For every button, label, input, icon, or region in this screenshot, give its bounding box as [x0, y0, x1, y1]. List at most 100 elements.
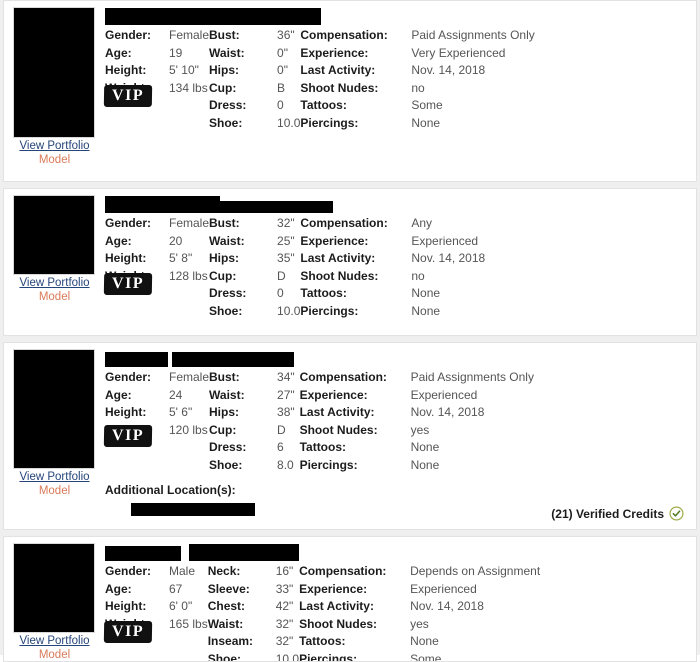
- card-body: View Portfolio Model Gender: Male Age: 6…: [4, 543, 696, 662]
- profile-photo-redacted[interactable]: [13, 195, 95, 275]
- vip-badge: VIP: [104, 86, 152, 106]
- waist-value: 32": [275, 616, 294, 631]
- profile-photo-redacted[interactable]: [13, 543, 95, 633]
- waist-value: 27": [277, 387, 295, 402]
- compensation-value: Depends on Assignment: [410, 564, 541, 578]
- compensation-value: Paid Assignments Only: [411, 28, 535, 42]
- name-redaction-bar: [105, 8, 321, 25]
- gender-value: Female: [169, 216, 210, 230]
- name-redaction-bar: [105, 352, 168, 367]
- experience-value: Experienced: [410, 581, 477, 596]
- specs-row: Gender: Male Age: 67 Height: 6' 0" Weigh…: [105, 563, 696, 662]
- gender-value: Female: [169, 28, 210, 42]
- waist-label: Waist:: [207, 616, 244, 631]
- shoe-value: 8.0: [277, 457, 294, 472]
- model-result-card[interactable]: View Portfolio Model Gender: Female Age:…: [3, 188, 697, 336]
- cup-value: B: [277, 80, 286, 95]
- height-label: Height:: [105, 63, 147, 78]
- compensation-label: Compensation:: [300, 28, 388, 42]
- dress-label: Dress:: [209, 440, 247, 455]
- piercings-value: Some: [410, 651, 442, 662]
- chest-value: 42": [275, 599, 294, 614]
- detail-column: Gender: Female Age: 24 Height: 5' 6" Wei…: [96, 349, 696, 516]
- last-activity-value: Nov. 14, 2018: [411, 63, 486, 78]
- additional-locations-label: Additional Location(s):: [105, 482, 236, 497]
- hips-label: Hips:: [209, 63, 240, 78]
- view-portfolio-link[interactable]: View Portfolio: [19, 471, 90, 483]
- piercings-label: Piercings:: [300, 303, 359, 318]
- vip-badge-wrap: VIP: [104, 426, 152, 448]
- experience-label: Experience:: [300, 233, 369, 248]
- profile-photo-redacted[interactable]: [13, 349, 95, 469]
- gender-label: Gender:: [105, 370, 152, 384]
- bust-value: 32": [277, 216, 295, 230]
- gender-label: Gender:: [105, 28, 152, 42]
- model-result-card[interactable]: View Portfolio Model Gender: Female Age:…: [3, 0, 697, 182]
- hips-value: 38": [277, 405, 295, 420]
- view-portfolio-link[interactable]: View Portfolio: [19, 140, 90, 152]
- neck-label: Neck:: [207, 564, 241, 578]
- dress-label: Dress:: [209, 98, 247, 113]
- view-portfolio-link[interactable]: View Portfolio: [19, 635, 90, 647]
- bust-label: Bust:: [209, 370, 240, 384]
- height-label: Height:: [105, 599, 147, 614]
- model-result-card[interactable]: View Portfolio Model Gender: Male Age: 6…: [3, 536, 697, 662]
- waist-label: Waist:: [209, 233, 245, 248]
- meta-specs: Compensation: Any Experience: Experience…: [300, 215, 696, 321]
- specs-row: Gender: Female Age: 20 Height: 5' 8" Wei…: [105, 215, 696, 321]
- bust-value: 34": [277, 370, 295, 384]
- shoot-nudes-label: Shoot Nudes:: [300, 80, 379, 95]
- gender-value: Female: [169, 370, 210, 384]
- view-portfolio-link[interactable]: View Portfolio: [19, 277, 90, 289]
- tattoos-label: Tattoos:: [300, 286, 347, 301]
- cup-value: D: [277, 422, 286, 437]
- thumbnail-column: View Portfolio Model: [4, 7, 96, 167]
- additional-location-redaction-bar: [131, 502, 255, 516]
- thumbnail-column: View Portfolio Model: [4, 543, 96, 661]
- verified-credits-label: (21) Verified Credits: [551, 506, 664, 521]
- height-value: 5' 6": [169, 405, 193, 420]
- age-label: Age:: [105, 581, 132, 596]
- piercings-value: None: [411, 115, 441, 130]
- dress-value: 6: [277, 440, 284, 455]
- bust-value: 36": [277, 28, 295, 42]
- profile-photo-redacted[interactable]: [13, 7, 95, 138]
- name-redaction-bars: [105, 195, 696, 213]
- measurement-specs: Bust: 32" Waist: 25" Hips: 35" Cup: D Dr…: [209, 215, 300, 321]
- last-activity-label: Last Activity:: [300, 251, 376, 266]
- measurement-specs: Bust: 36" Waist: 0" Hips: 0" Cup: B Dres…: [209, 27, 300, 133]
- hips-value: 35": [277, 251, 295, 266]
- name-redaction-bars: [105, 349, 696, 367]
- piercings-label: Piercings:: [299, 651, 358, 662]
- dress-value: 0: [277, 286, 284, 301]
- waist-label: Waist:: [209, 45, 245, 60]
- name-redaction-bar-secondary: [172, 352, 294, 367]
- piercings-label: Piercings:: [299, 457, 358, 472]
- thumbnail-column: View Portfolio Model: [4, 349, 96, 498]
- last-activity-value: Nov. 14, 2018: [410, 405, 485, 420]
- sleeve-value: 33": [275, 581, 294, 596]
- detail-column: Gender: Male Age: 67 Height: 6' 0" Weigh…: [96, 543, 696, 662]
- height-label: Height:: [105, 405, 147, 420]
- age-label: Age:: [105, 387, 132, 402]
- role-label: Model: [38, 291, 71, 303]
- model-result-card[interactable]: View Portfolio Model Gender: Female Age:…: [3, 342, 697, 530]
- weight-value: 120 lbs: [169, 422, 208, 437]
- name-redaction-bar: [105, 196, 220, 213]
- detail-column: Gender: Female Age: 20 Height: 5' 8" Wei…: [96, 195, 696, 321]
- dress-label: Dress:: [209, 286, 247, 301]
- hips-label: Hips:: [209, 405, 240, 420]
- height-label: Height:: [105, 251, 147, 266]
- last-activity-value: Nov. 14, 2018: [410, 599, 484, 614]
- shoe-label: Shoe:: [209, 457, 243, 472]
- age-value: 67: [169, 581, 183, 596]
- card-body: View Portfolio Model Gender: Female Age:…: [4, 349, 696, 516]
- vip-badge: VIP: [104, 622, 152, 642]
- name-redaction-bar-secondary: [189, 544, 299, 561]
- tattoos-label: Tattoos:: [300, 98, 347, 113]
- chest-label: Chest:: [207, 599, 246, 614]
- hips-label: Hips:: [209, 251, 240, 266]
- piercings-value: None: [411, 303, 441, 318]
- weight-value: 128 lbs: [169, 268, 208, 283]
- experience-label: Experience:: [299, 581, 368, 596]
